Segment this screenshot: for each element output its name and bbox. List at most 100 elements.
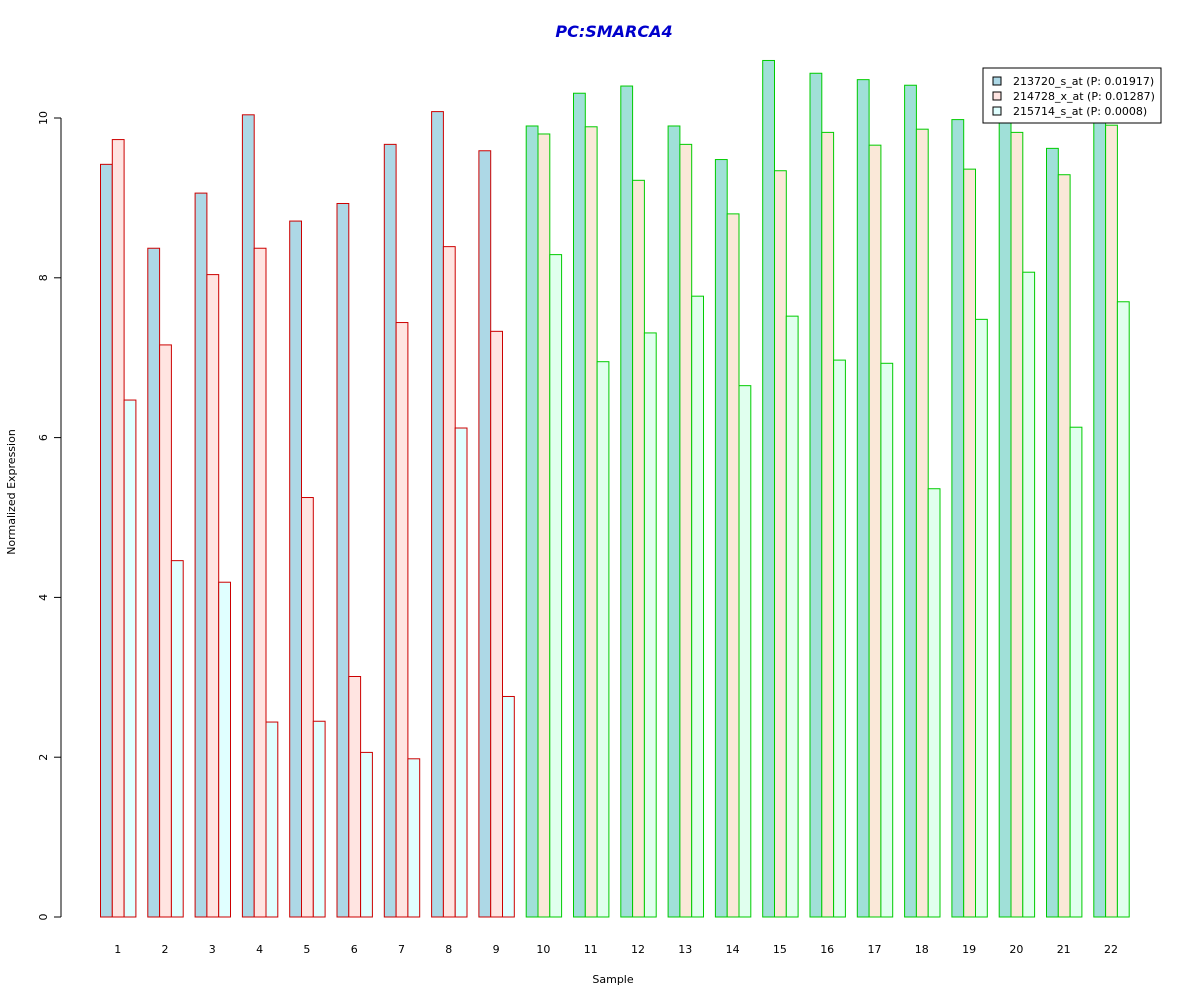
- bar: [431, 111, 444, 918]
- bar: [738, 385, 752, 918]
- bars-layer: [100, 59, 1130, 918]
- bar: [880, 362, 894, 918]
- y-axis-label: Normalized Expression: [5, 429, 18, 555]
- bar-group: [1046, 147, 1083, 918]
- bar: [963, 168, 977, 918]
- bar: [100, 163, 113, 918]
- bar: [336, 202, 350, 918]
- bar-group: [904, 84, 941, 918]
- bar: [1022, 271, 1036, 918]
- bar-group: [856, 79, 894, 918]
- bar: [632, 179, 645, 918]
- bar: [620, 85, 634, 918]
- y-tick-label: 6: [37, 434, 50, 441]
- bar-group: [336, 202, 373, 918]
- bar: [170, 560, 184, 918]
- x-tick-label: 6: [351, 943, 358, 956]
- y-tick-label: 8: [37, 274, 50, 281]
- bar: [478, 150, 492, 918]
- bar: [289, 220, 303, 918]
- legend-entry: 214728_x_at (P: 0.01287): [1013, 90, 1155, 103]
- x-tick-label: 14: [726, 943, 740, 956]
- bar: [904, 84, 917, 918]
- x-tick-label: 3: [209, 943, 216, 956]
- bar: [1046, 147, 1059, 918]
- bar-group: [383, 143, 421, 918]
- bar: [596, 361, 610, 918]
- bar: [868, 144, 882, 918]
- bar: [1093, 117, 1107, 918]
- legend-box: [982, 67, 1162, 124]
- bar: [348, 676, 362, 918]
- x-tick-label: 17: [868, 943, 882, 956]
- bar-group: [667, 125, 705, 918]
- bar: [785, 315, 799, 918]
- bar: [667, 125, 681, 918]
- x-tick-labels: 1 2 3 4 5 6 7 8 9 10 11 12 13 14 15 16 17 18 19 20 21 22: [114, 943, 1118, 956]
- bar: [194, 192, 208, 918]
- bar: [395, 322, 409, 918]
- bar-group: [525, 125, 563, 918]
- y-tick-label: 2: [37, 754, 50, 761]
- y-tick-label: 0: [37, 914, 50, 921]
- x-tick-label: 12: [631, 943, 645, 956]
- bar: [312, 720, 326, 918]
- bar: [998, 117, 1012, 918]
- bar: [454, 427, 468, 918]
- bar: [856, 79, 870, 918]
- bar: [927, 488, 941, 918]
- bar: [490, 330, 504, 918]
- bar: [206, 274, 220, 918]
- bar: [833, 359, 846, 918]
- x-tick-label: 4: [256, 943, 263, 956]
- x-tick-label: 16: [820, 943, 834, 956]
- bar: [1105, 124, 1118, 918]
- bar: [762, 59, 776, 918]
- bar: [111, 139, 125, 918]
- bar: [537, 133, 551, 918]
- bar: [253, 247, 267, 918]
- y-tick-label: 10: [37, 111, 50, 125]
- x-tick-label: 20: [1009, 943, 1023, 956]
- bar-group: [620, 85, 657, 918]
- bar: [360, 751, 373, 918]
- bar: [1057, 174, 1071, 918]
- x-tick-label: 22: [1104, 943, 1118, 956]
- bar: [691, 295, 705, 918]
- bar: [1010, 131, 1024, 918]
- x-tick-label: 21: [1057, 943, 1071, 956]
- bar-group: [241, 114, 279, 918]
- bar: [584, 126, 598, 918]
- legend-swatch: [992, 91, 1002, 101]
- bar: [951, 119, 965, 918]
- x-tick-label: 11: [584, 943, 598, 956]
- bar-group: [431, 111, 468, 918]
- legend-entry: 213720_s_at (P: 0.01917): [1013, 75, 1154, 88]
- bar: [218, 581, 231, 918]
- legend: 213720_s_at (P: 0.01917) 214728_x_at (P: …: [982, 67, 1162, 124]
- x-tick-label: 7: [398, 943, 405, 956]
- bar: [1116, 301, 1130, 918]
- bar-group: [289, 220, 326, 918]
- legend-swatch: [992, 106, 1002, 116]
- bar-group: [998, 117, 1036, 918]
- bar-group: [714, 159, 752, 918]
- chart-title: PC:SMARCA4: [555, 22, 672, 41]
- y-axis: 0 2 4 6 8 10: [37, 111, 62, 921]
- x-tick-label: 8: [445, 943, 452, 956]
- bar: [265, 721, 279, 918]
- bar: [549, 254, 563, 918]
- x-axis-label: Sample: [592, 973, 633, 986]
- bar: [383, 143, 397, 918]
- bar-group: [762, 59, 799, 918]
- bar: [1069, 426, 1083, 918]
- x-tick-label: 1: [114, 943, 121, 956]
- bar: [301, 497, 314, 918]
- bar-group: [809, 72, 846, 918]
- bar: [821, 131, 835, 918]
- bar: [915, 128, 929, 918]
- bar-group: [573, 92, 610, 918]
- bar-group: [1093, 117, 1130, 918]
- legend-swatch: [992, 76, 1002, 86]
